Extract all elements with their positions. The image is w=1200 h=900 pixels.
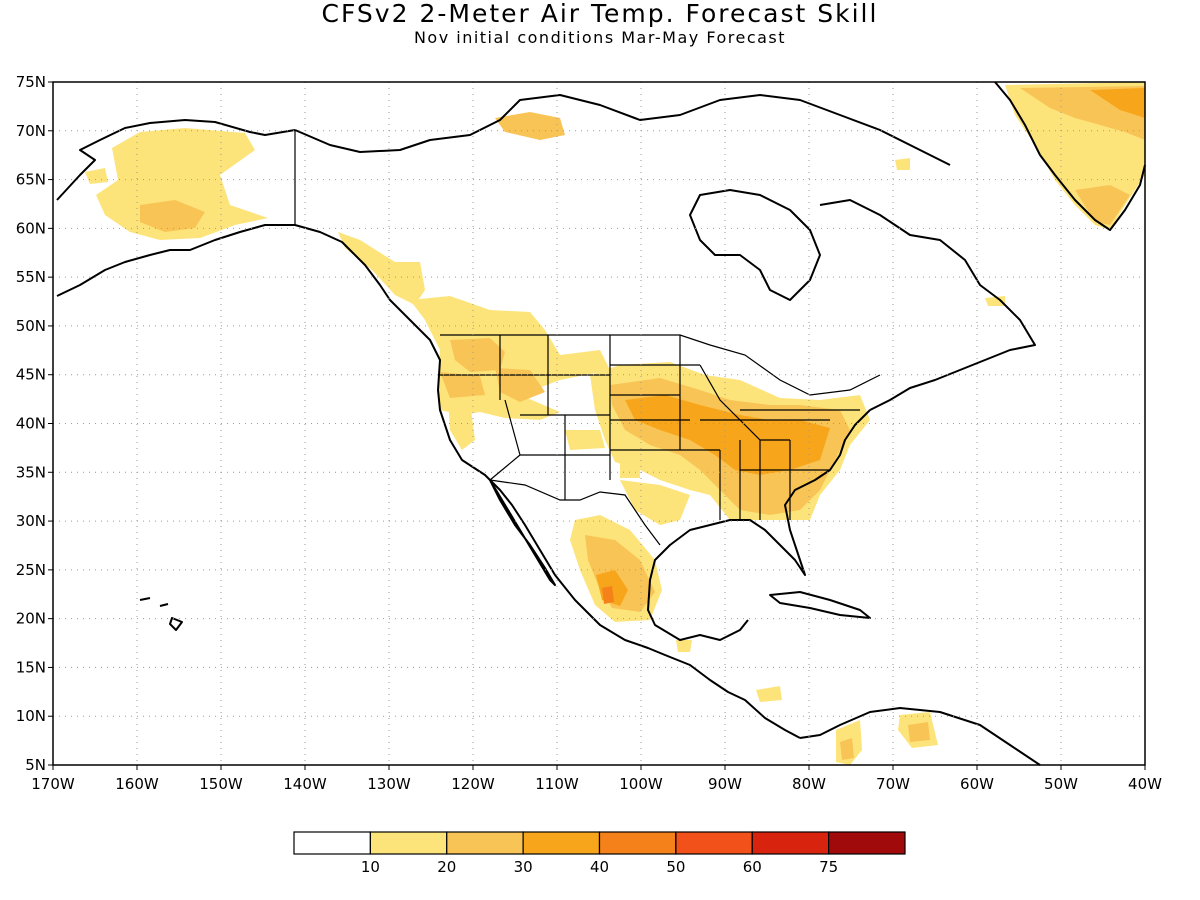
lat-label: 75N: [16, 73, 46, 91]
shade-mexico-orange: [585, 535, 655, 612]
shade-greenland-core: [1090, 88, 1145, 118]
colorbar-label: 10: [361, 858, 380, 876]
lat-label: 65N: [16, 171, 46, 189]
shade-colorado: [565, 430, 605, 450]
coast-cuba: [769, 591, 871, 619]
chart-title: CFSv2 2-Meter Air Temp. Forecast Skill: [321, 0, 879, 28]
shade-bc-coast: [338, 232, 425, 305]
lon-label: 160W: [115, 775, 159, 793]
colorbar-label: 75: [819, 858, 838, 876]
colorbar-label: 50: [666, 858, 685, 876]
shade-arctic-patch: [495, 112, 565, 140]
colorbar-swatch: [446, 831, 524, 855]
colorbar-swatch: [828, 831, 906, 855]
skill-shading: [85, 82, 1145, 765]
coast-arctic: [294, 94, 951, 166]
shade-oregon: [440, 372, 485, 398]
lon-label: 100W: [619, 775, 663, 793]
lat-label: 45N: [16, 366, 46, 384]
shade-venezuela-orange: [908, 722, 930, 742]
shade-nm: [620, 458, 640, 478]
colorbar-swatch: [598, 831, 677, 855]
colorbar-label: 60: [743, 858, 762, 876]
shade-core-orange: [625, 395, 830, 475]
colorbar-label: 20: [437, 858, 456, 876]
lat-lon-grid: [53, 82, 1145, 765]
shade-alaska-core: [140, 200, 205, 232]
lat-label: 55N: [16, 268, 46, 286]
lon-label: 80W: [792, 775, 826, 793]
lat-label: 30N: [16, 512, 46, 530]
colorbar-swatch: [522, 831, 601, 855]
coast-alaska: [56, 224, 801, 739]
shade-california: [448, 400, 475, 450]
colorbar-swatch: [675, 831, 753, 855]
lat-label: 60N: [16, 219, 46, 237]
lat-label: 25N: [16, 561, 46, 579]
colorbar-swatch: [293, 831, 371, 855]
lat-label: 20N: [16, 610, 46, 628]
coast-greenland: [994, 81, 1146, 231]
lon-label: 150W: [199, 775, 243, 793]
colorbar-label: 40: [590, 858, 609, 876]
lon-label: 70W: [876, 775, 910, 793]
lon-label: 50W: [1044, 775, 1078, 793]
lon-label: 140W: [283, 775, 327, 793]
border-us-canada: [440, 334, 881, 396]
colorbar: 10 20 30 40 50 60 75: [293, 831, 906, 876]
coast-east-us: [647, 409, 871, 641]
shade-nw-orange: [450, 338, 505, 372]
lat-label: 10N: [16, 707, 46, 725]
lon-label: 120W: [451, 775, 495, 793]
shade-south-yellow: [620, 480, 690, 525]
border-us-mexico: [489, 479, 661, 546]
lat-label: 5N: [25, 756, 46, 774]
lat-label: 35N: [16, 463, 46, 481]
shade-central-am: [676, 640, 692, 652]
shade-newfoundland: [985, 296, 1005, 306]
shade-alaska-west: [85, 168, 108, 184]
shade-greenland-south: [1075, 185, 1130, 225]
colorbar-label: 30: [514, 858, 533, 876]
longitude-labels: 170W 160W 150W 140W 130W 120W 110W 100W 90W 80W 70…: [31, 765, 1162, 793]
lon-label: 110W: [535, 775, 579, 793]
lon-label: 170W: [31, 775, 75, 793]
lon-label: 130W: [367, 775, 411, 793]
coast-hawaii: [139, 597, 183, 631]
border-states: [440, 335, 860, 520]
shade-mexico-red: [602, 586, 614, 604]
coast-south-america: [799, 707, 1041, 766]
coast-alaska-north: [56, 119, 296, 201]
lat-label: 15N: [16, 658, 46, 676]
lon-label: 40W: [1128, 775, 1162, 793]
shade-panama: [756, 686, 782, 702]
shade-colombia-orange: [840, 738, 854, 760]
shade-alaska: [96, 128, 268, 240]
colorbar-swatch: [751, 831, 830, 855]
shade-hudson-patch: [895, 158, 910, 170]
political-borders: [294, 130, 881, 546]
lon-label: 90W: [708, 775, 742, 793]
lat-label: 40N: [16, 415, 46, 433]
lat-label: 50N: [16, 317, 46, 335]
lat-label: 70N: [16, 122, 46, 140]
shade-idaho-orange: [495, 368, 545, 402]
colorbar-swatch: [369, 831, 448, 855]
latitude-labels: 75N 70N 65N 60N 55N 50N 45N 40N 35N 30N 25N 20N 15N 1…: [16, 73, 53, 774]
chart-subtitle: Nov initial conditions Mar-May Forecast: [413, 28, 787, 47]
lon-label: 60W: [960, 775, 994, 793]
coast-baja: [489, 479, 556, 586]
coast-hudson-bay: [689, 189, 821, 301]
